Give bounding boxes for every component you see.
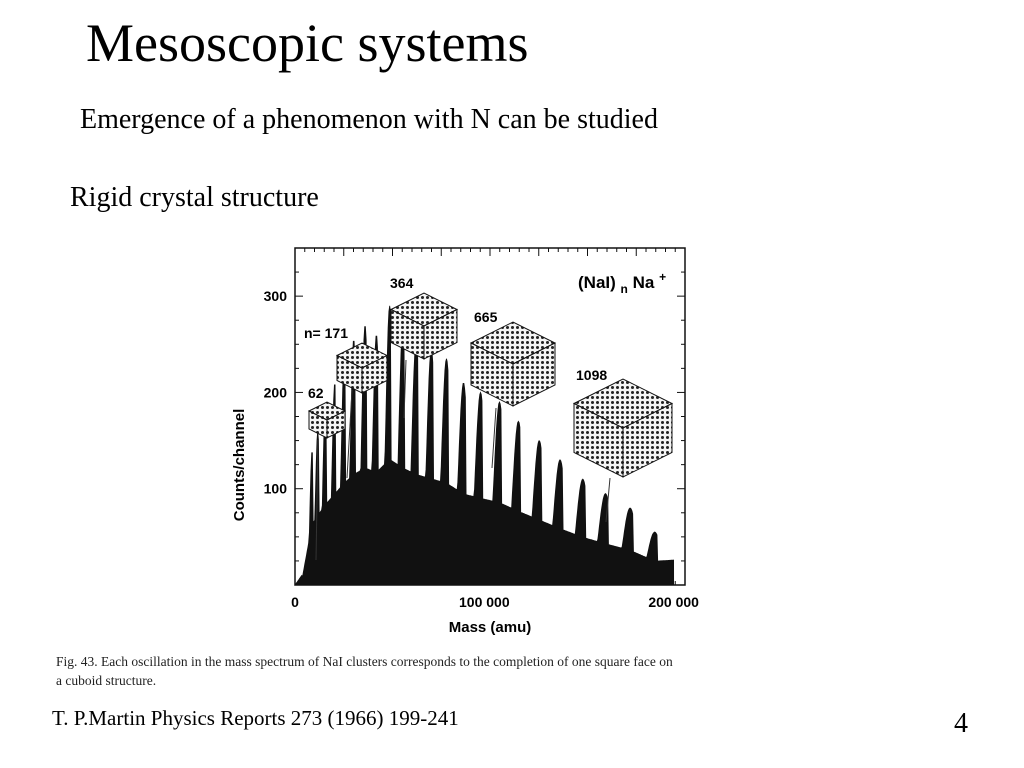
slide-title: Mesoscopic systems bbox=[86, 13, 529, 73]
cluster-label-1098: 1098 bbox=[576, 367, 607, 383]
section-heading: Rigid crystal structure bbox=[70, 182, 319, 213]
cluster-62-cube bbox=[307, 401, 347, 439]
caption-line-1: Fig. 43. Each oscillation in the mass sp… bbox=[56, 654, 673, 669]
caption-line-2: a cuboid structure. bbox=[56, 673, 157, 688]
cluster-label-364: 364 bbox=[390, 275, 414, 291]
y-axis-label: Counts/channel bbox=[231, 409, 248, 522]
y-tick-label: 100 bbox=[264, 481, 288, 497]
cluster-665-cube bbox=[469, 321, 557, 407]
leader-line bbox=[403, 359, 407, 419]
cluster-364-cube bbox=[389, 292, 459, 360]
spectrum-trace bbox=[294, 305, 675, 586]
mass-spectrum-chart: 100 200 300 0 100 000 200 000 Counts/channel… bbox=[231, 247, 699, 636]
leader-line bbox=[346, 389, 353, 479]
leader-line bbox=[605, 477, 611, 523]
x-tick-label: 100 000 bbox=[459, 594, 510, 610]
leader-line bbox=[491, 407, 497, 469]
mass-spectrum-figure: 100 200 300 0 100 000 200 000 Counts/channel… bbox=[220, 240, 740, 640]
leader-line bbox=[315, 439, 319, 561]
citation: T. P.Martin Physics Reports 273 (1966) 1… bbox=[52, 706, 459, 730]
page-number: 4 bbox=[954, 708, 968, 739]
legend-tail: Na bbox=[633, 273, 655, 292]
y-tick-label: 200 bbox=[264, 384, 288, 400]
legend-main: (NaI) bbox=[578, 273, 616, 292]
cluster-171-cube bbox=[335, 342, 389, 394]
cluster-label-62: 62 bbox=[308, 385, 324, 401]
x-tick-label: 200 000 bbox=[648, 594, 699, 610]
cluster-label-665: 665 bbox=[474, 309, 498, 325]
legend-sub: n bbox=[621, 282, 628, 296]
cluster-1098-cube bbox=[572, 378, 674, 478]
y-tick-label: 300 bbox=[264, 288, 288, 304]
legend-formula: (NaI) n Na + bbox=[578, 270, 666, 297]
figure-caption: Fig. 43. Each oscillation in the mass sp… bbox=[56, 652, 916, 690]
x-tick-label: 0 bbox=[291, 594, 299, 610]
x-axis-label: Mass (amu) bbox=[449, 619, 532, 636]
legend-sup: + bbox=[659, 270, 666, 284]
slide-subtitle: Emergence of a phenomenon with N can be … bbox=[80, 104, 658, 135]
cluster-label-171: n= 171 bbox=[304, 325, 348, 341]
